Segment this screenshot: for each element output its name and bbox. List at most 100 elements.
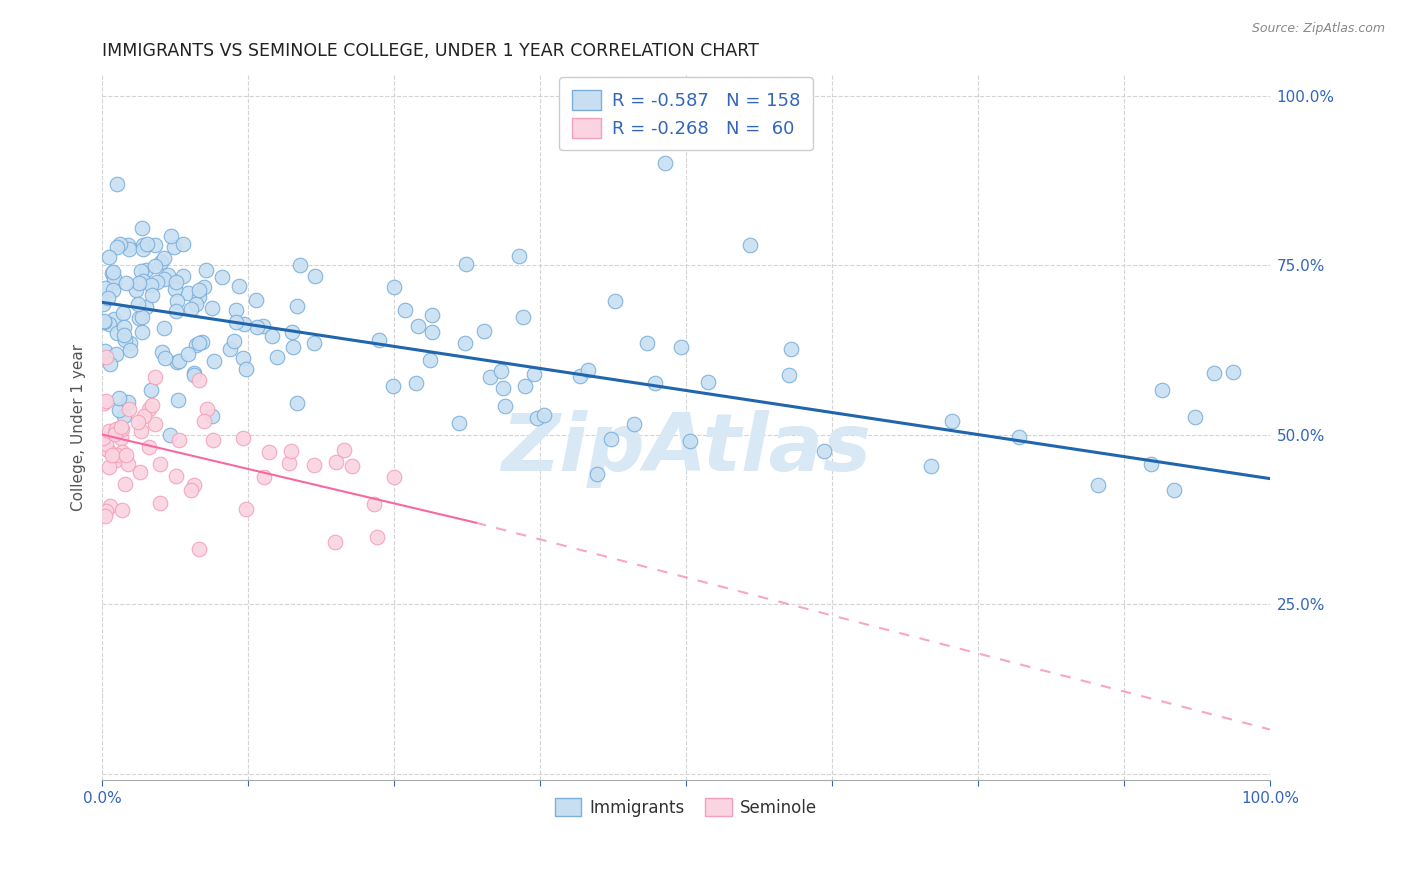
Text: ZipAtlas: ZipAtlas [501, 410, 870, 488]
Point [128, 276, 150, 290]
Point [260, 329, 283, 343]
Point [97, 251, 120, 265]
Point [177, 285, 200, 300]
Point [202, 354, 225, 368]
Point [166, 355, 188, 369]
Point [235, 502, 257, 516]
Point [152, 251, 174, 265]
Point [420, 309, 443, 323]
Point [110, 419, 132, 434]
Point [111, 502, 134, 516]
Point [280, 444, 302, 458]
Point [165, 282, 187, 296]
Point [202, 433, 225, 447]
Point [340, 459, 363, 474]
Point [363, 496, 385, 510]
Point [138, 440, 160, 454]
Point [135, 300, 157, 314]
Point [523, 368, 546, 382]
Point [222, 334, 245, 349]
Point [115, 448, 138, 462]
Point [98, 357, 121, 371]
Point [253, 470, 276, 484]
Point [97, 460, 120, 475]
Point [114, 333, 136, 347]
Point [165, 275, 187, 289]
Point [813, 444, 835, 458]
Point [128, 310, 150, 325]
Point [131, 221, 153, 235]
Point [636, 335, 658, 350]
Point [93, 297, 115, 311]
Point [1008, 429, 1031, 443]
Point [93, 314, 115, 328]
Point [183, 366, 205, 380]
Point [118, 401, 141, 416]
Point [141, 288, 163, 302]
Point [101, 264, 124, 278]
Point [740, 237, 762, 252]
Point [366, 530, 388, 544]
Point [669, 340, 692, 354]
Point [143, 417, 166, 431]
Point [150, 344, 173, 359]
Point [125, 284, 148, 298]
Point [232, 351, 254, 365]
Point [367, 333, 389, 347]
Point [285, 299, 308, 313]
Point [94, 394, 117, 409]
Point [1150, 383, 1173, 397]
Point [135, 262, 157, 277]
Point [508, 248, 530, 262]
Point [117, 394, 139, 409]
Point [93, 396, 115, 410]
Point [576, 363, 599, 377]
Point [456, 257, 478, 271]
Point [194, 263, 217, 277]
Point [219, 343, 242, 357]
Point [94, 437, 117, 451]
Point [167, 392, 190, 407]
Point [277, 457, 299, 471]
Point [172, 269, 194, 284]
Point [188, 283, 211, 297]
Point [285, 395, 308, 409]
Point [644, 376, 666, 391]
Point [228, 279, 250, 293]
Point [149, 255, 172, 269]
Point [108, 391, 131, 405]
Point [132, 238, 155, 252]
Point [143, 238, 166, 252]
Point [304, 268, 326, 283]
Point [104, 453, 127, 467]
Point [127, 297, 149, 311]
Point [512, 310, 534, 324]
Point [533, 408, 555, 422]
Point [302, 336, 325, 351]
Point [117, 458, 139, 472]
Point [105, 326, 128, 340]
Point [1087, 477, 1109, 491]
Point [586, 467, 609, 481]
Point [105, 448, 128, 462]
Point [96, 350, 118, 364]
Point [103, 312, 125, 326]
Point [266, 350, 288, 364]
Point [94, 343, 117, 358]
Point [111, 422, 134, 436]
Point [129, 424, 152, 438]
Point [172, 237, 194, 252]
Point [100, 266, 122, 280]
Point [201, 409, 224, 424]
Point [149, 457, 172, 471]
Point [112, 328, 135, 343]
Point [120, 335, 142, 350]
Point [153, 351, 176, 365]
Point [115, 276, 138, 290]
Point [110, 431, 132, 445]
Point [252, 319, 274, 334]
Point [246, 320, 269, 334]
Point [394, 302, 416, 317]
Point [94, 280, 117, 294]
Point [153, 272, 176, 286]
